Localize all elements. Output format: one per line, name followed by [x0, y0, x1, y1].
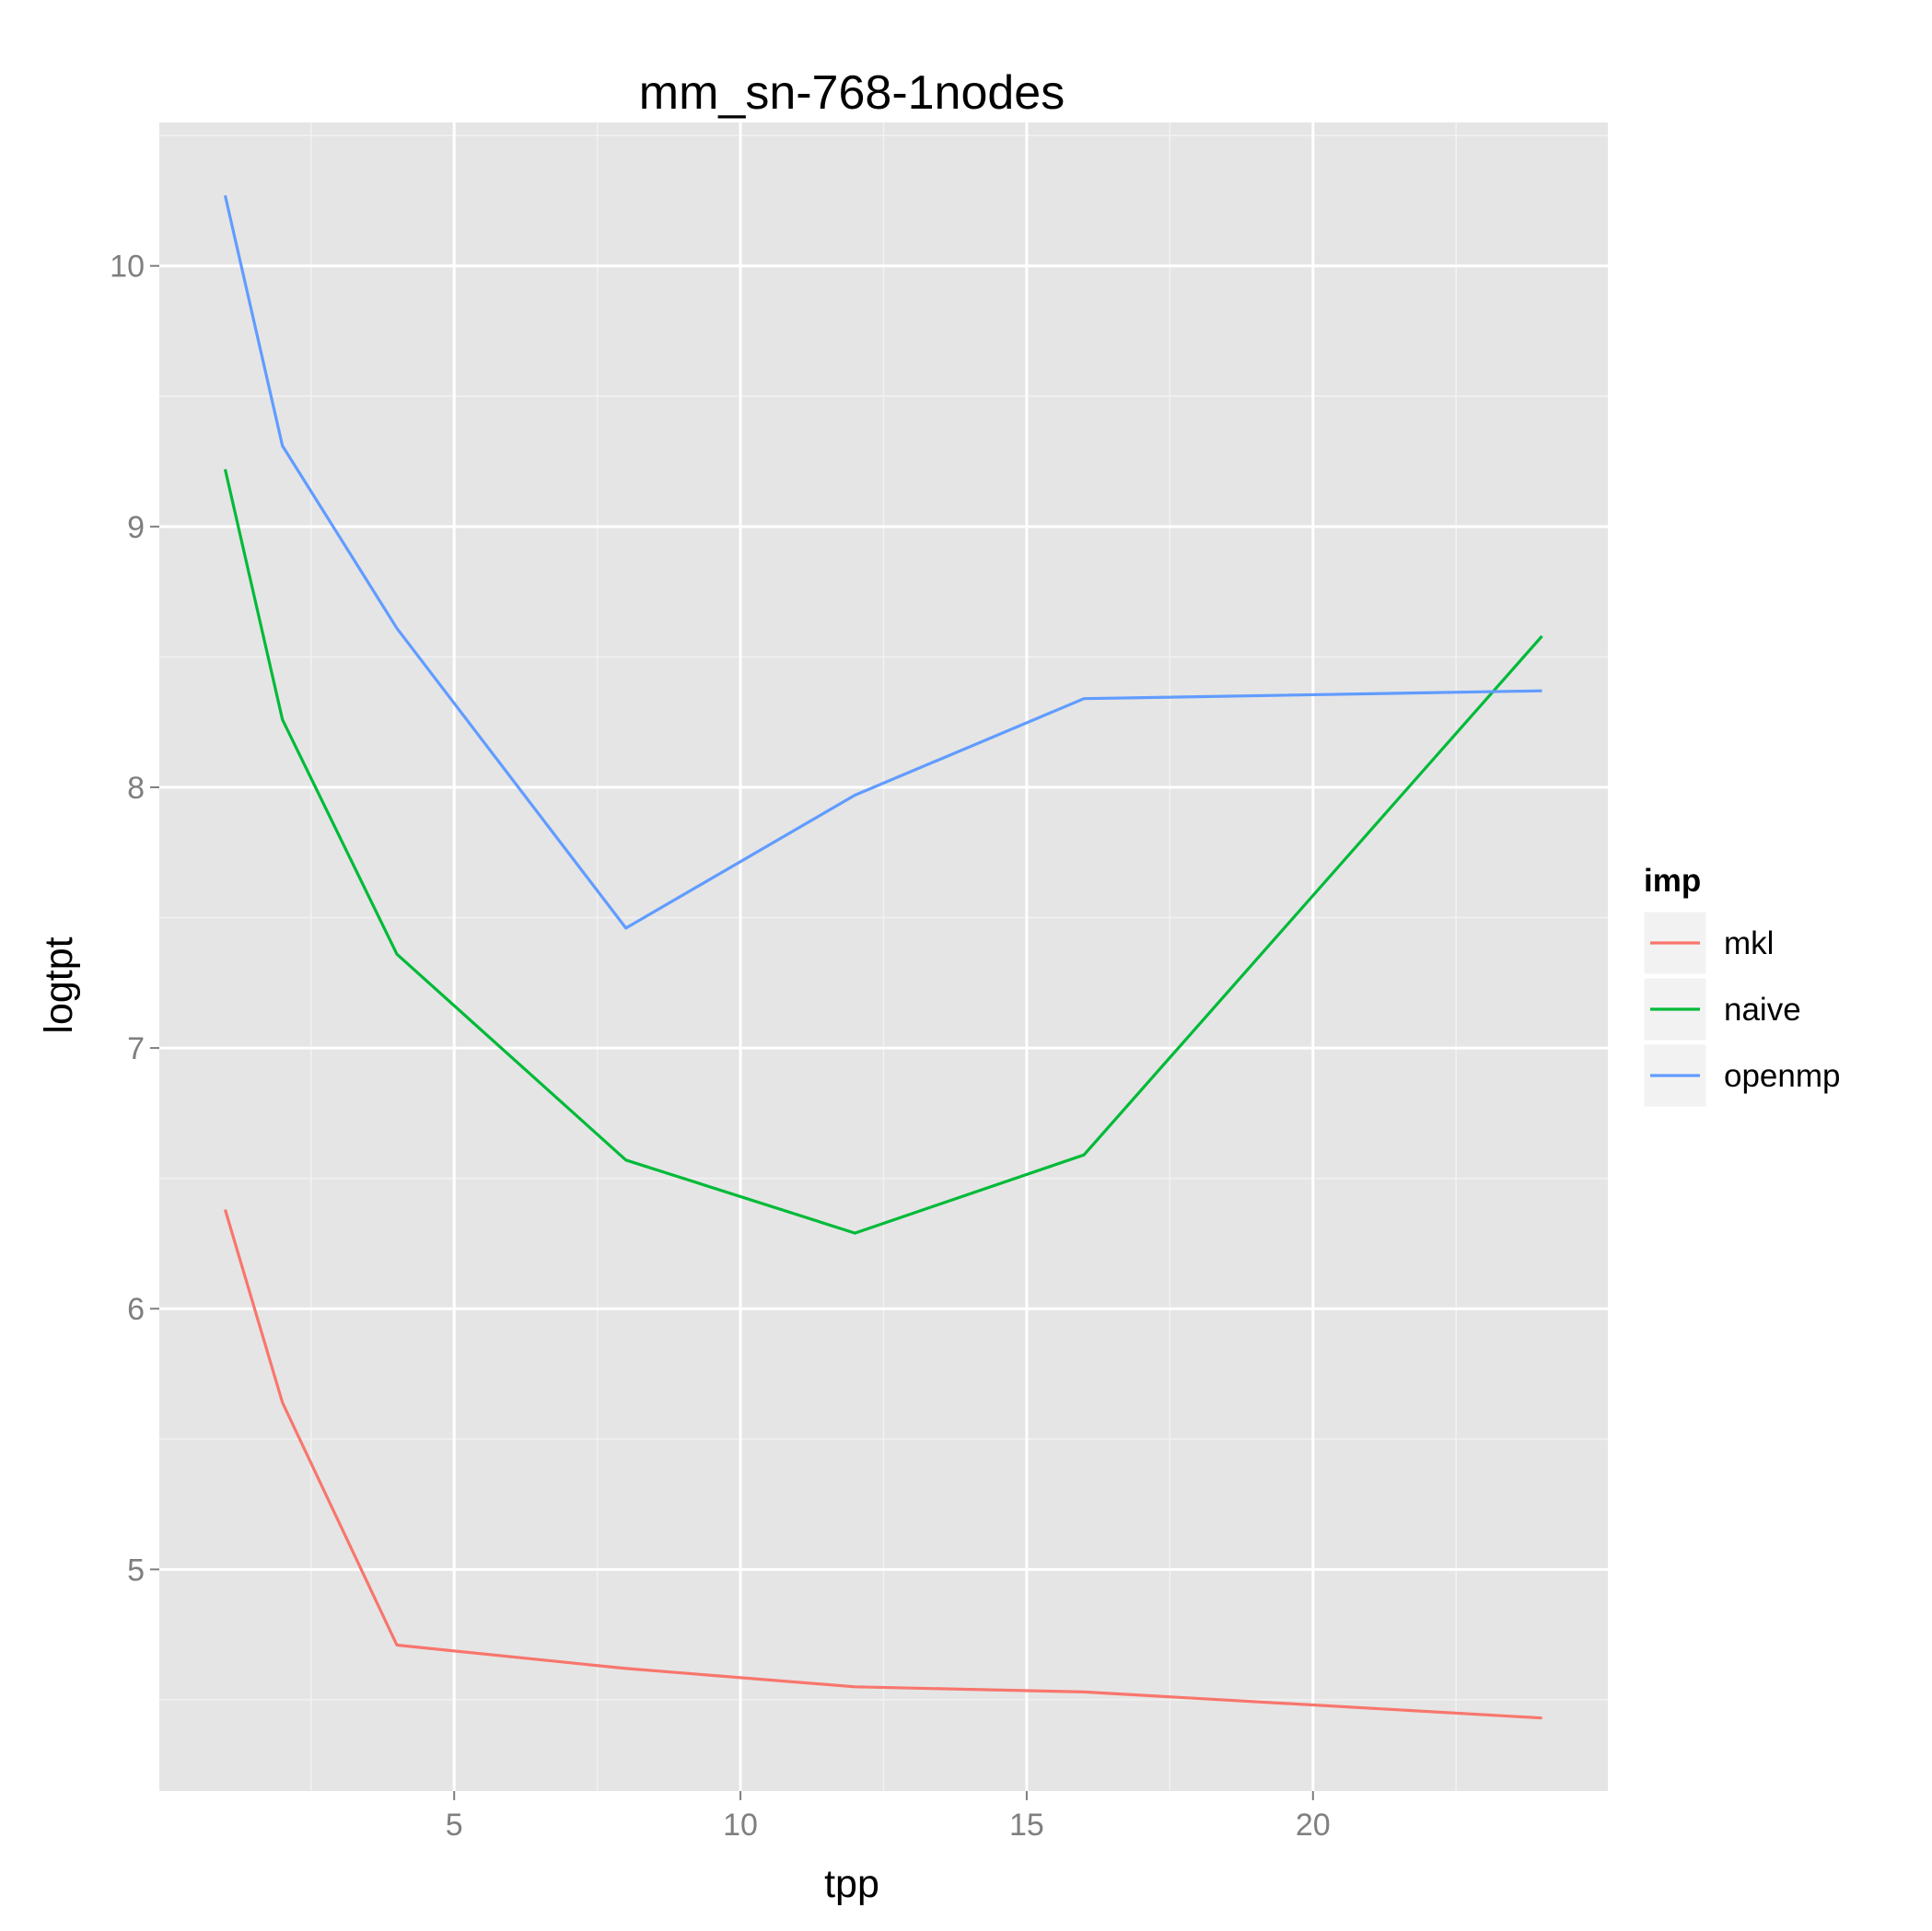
legend-label-openmp: openmp	[1724, 1058, 1840, 1094]
y-tick-label-2: 7	[127, 1031, 145, 1066]
chart-title: mm_sn-768-1nodes	[639, 66, 1065, 120]
y-tick-label-4: 9	[127, 510, 145, 545]
legend-item-openmp: openmp	[1643, 1043, 1840, 1108]
major-gridlines	[159, 122, 1608, 1791]
series-lines	[223, 194, 1543, 1720]
series-line-mkl	[223, 1209, 1542, 1720]
x-tick-label-0: 5	[446, 1808, 463, 1843]
legend: imp mkl naive openmp	[1643, 863, 1840, 1108]
y-tick-label-3: 8	[127, 771, 145, 806]
legend-title: imp	[1644, 863, 1701, 899]
legend-label-naive: naive	[1724, 992, 1801, 1028]
y-tick-label-0: 5	[127, 1553, 145, 1588]
x-tick-label-3: 20	[1296, 1808, 1331, 1843]
y-tick-label-1: 6	[127, 1292, 145, 1327]
y-tick-label-5: 10	[110, 250, 145, 285]
x-tick-label-2: 15	[1009, 1808, 1044, 1843]
series-line-naive	[223, 469, 1543, 1235]
x-axis-title: tpp	[824, 1862, 879, 1906]
legend-items: mkl naive openmp	[1643, 911, 1840, 1108]
y-axis-title: logtpt	[37, 936, 81, 1033]
x-axis: 5 10 15 20	[446, 1791, 1331, 1843]
series-line-openmp	[223, 194, 1542, 930]
x-tick-label-1: 10	[723, 1808, 758, 1843]
legend-item-naive: naive	[1643, 977, 1801, 1041]
legend-item-mkl: mkl	[1643, 911, 1774, 975]
y-axis: 5 6 7 8 9 10	[110, 250, 159, 1588]
minor-gridlines	[159, 122, 1608, 1791]
legend-label-mkl: mkl	[1724, 925, 1774, 961]
